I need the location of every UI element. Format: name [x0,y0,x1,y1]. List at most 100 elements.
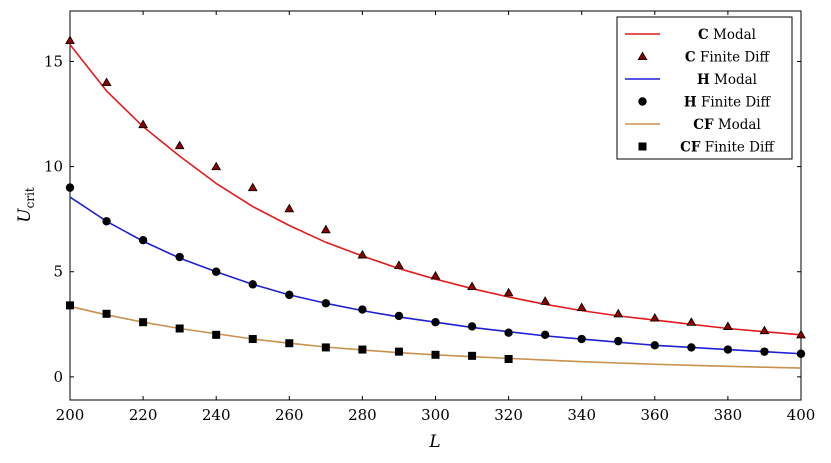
legend-swatch-marker [638,142,647,151]
cf-fd-point [321,343,330,352]
x-tick-label: 340 [567,406,596,424]
c-fd-point [394,260,404,269]
x-tick-label: 300 [421,406,450,424]
y-tick-label: 0 [53,368,63,386]
legend-item-h-fd: H Finite Diff [638,95,771,111]
h-fd-point [358,305,367,314]
c-fd-point [686,317,697,326]
y-axis-ticks: 0 5 10 15 [44,52,801,386]
cf-fd-point [139,318,148,327]
cf-fd-series [66,301,513,363]
c-fd-point [138,119,148,129]
h-fd-point [614,336,623,346]
cf-fd-point [504,354,513,363]
x-axis-label: L [428,432,440,452]
h-fd-point [723,345,733,354]
h-fd-point [431,318,440,327]
cf-fd-point [248,335,257,344]
h-fd-point [212,267,221,276]
y-tick-label: 10 [44,158,63,176]
legend-item-cf-modal: CF Modal [625,117,761,133]
h-fd-point [175,252,184,262]
x-tick-label: 360 [640,406,669,424]
h-fd-point [321,299,331,308]
y-tick-label: 5 [53,263,63,281]
series-layer [65,35,806,369]
h-fd-point [577,334,586,344]
legend-label-rest: Finite Diff [700,140,775,156]
legend-box [616,16,793,160]
cf-modal-line [69,305,802,369]
c-fd-point [540,296,551,305]
legend-label: C Finite Diff [685,50,771,66]
legend-label-bold: C [698,27,709,43]
c-fd-point [503,287,514,297]
c-fd-point [796,329,806,339]
legend-label-rest: Modal [714,117,761,133]
cf-fd-point [102,309,111,318]
x-tick-label: 260 [275,406,304,424]
y-axis-label-main: U [15,208,35,223]
legend-label: C Modal [698,27,756,43]
legend-label: CF Finite Diff [680,140,775,156]
c-fd-point [467,281,477,291]
cf-fd-point [431,350,440,359]
c-fd-point [357,249,368,259]
x-axis-ticks: 200 220 240 260 280 300 320 340 360 380 400 [56,11,816,424]
x-tick-label: 200 [56,406,85,424]
c-fd-point [174,140,185,150]
y-axis-label-sub: crit [23,187,37,208]
legend-item-c-fd: C Finite Diff [637,50,771,66]
c-fd-point [576,302,587,312]
legend-item-cf-fd: CF Finite Diff [638,140,775,156]
h-fd-point [796,349,806,358]
c-fd-series [65,35,806,339]
h-fd-point [687,343,696,352]
x-tick-label: 240 [202,406,231,424]
cf-fd-point [468,351,477,360]
c-fd-point [613,308,624,318]
c-fd-point [649,312,660,322]
legend-label-rest: Modal [709,27,756,43]
h-fd-point [65,183,75,192]
h-fd-point [248,280,257,289]
cf-fd-point [212,330,221,339]
c-fd-point [211,161,222,171]
x-tick-label: 400 [787,406,816,424]
c-fd-point [65,35,75,44]
x-tick-label: 280 [348,406,377,424]
y-axis-label: Ucrit [15,187,37,223]
h-fd-point [504,328,513,337]
legend-label: CF Modal [693,117,761,133]
legend-label-bold: CF [693,117,714,133]
h-fd-point [650,341,659,350]
c-fd-point [320,224,331,234]
c-fd-point [759,325,770,335]
cf-fd-point [394,347,403,356]
c-fd-point [247,182,258,192]
h-fd-point [394,311,404,321]
c-fd-point [430,270,441,280]
x-tick-label: 320 [494,406,523,424]
c-fd-point [284,203,295,213]
cf-fd-point [175,324,184,333]
h-fd-point [102,217,111,226]
cf-fd-point [66,301,74,310]
h-fd-point [138,235,148,245]
legend-label-bold: H [697,72,710,88]
legend-label: H Modal [697,72,757,88]
legend-label-rest: Modal [710,72,757,88]
h-fd-point [540,330,550,340]
legend-label-rest: Finite Diff [696,50,771,66]
legend-swatch-marker [638,97,647,106]
legend-label-rest: Finite Diff [697,95,772,111]
x-tick-label: 220 [129,406,158,424]
c-fd-point [723,321,733,330]
legend-label-bold: C [685,50,696,66]
cf-fd-point [358,345,367,354]
h-fd-point [467,322,477,331]
c-fd-point [101,77,112,87]
legend-item-c-modal: C Modal [625,27,756,43]
